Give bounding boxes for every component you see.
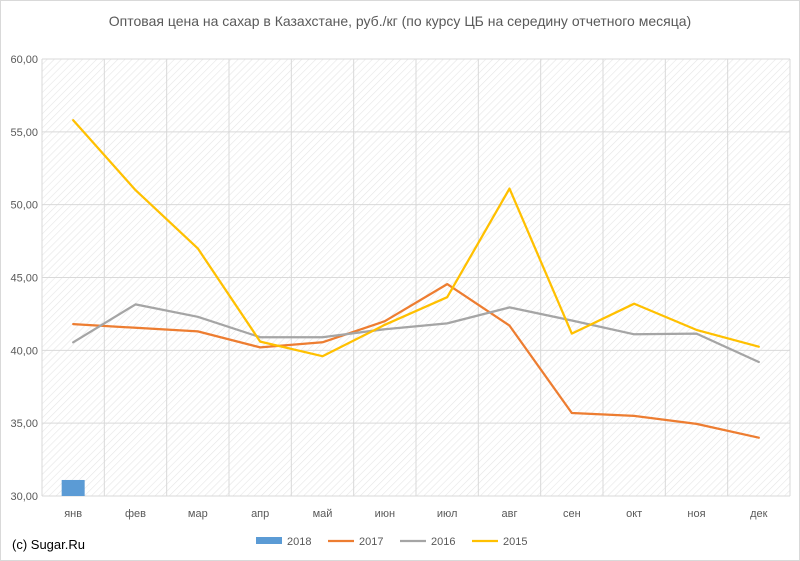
x-tick-label: сен	[563, 508, 581, 520]
chart-title: Оптовая цена на сахар в Казахстане, руб.…	[108, 13, 692, 29]
y-tick-label: 55,00	[10, 127, 38, 139]
x-tick-label: авг	[502, 508, 518, 520]
x-tick-label: июн	[375, 508, 395, 520]
x-tick-label: мар	[188, 508, 208, 520]
bar-series	[61, 479, 85, 496]
gridlines	[41, 58, 791, 497]
bar-2018	[61, 479, 85, 496]
series-line-2017	[72, 282, 760, 439]
x-tick-label: фев	[125, 508, 146, 520]
series-line-2015	[72, 119, 760, 358]
x-tick-label: ноя	[687, 508, 705, 520]
x-tick-label: июл	[437, 508, 458, 520]
legend-label-2018: 2018	[287, 536, 311, 548]
legend: 2018 2017 2016 2015	[256, 536, 527, 548]
legend-label-2017: 2017	[359, 536, 383, 548]
y-tick-label: 50,00	[10, 200, 38, 212]
line-series	[72, 119, 760, 439]
y-tick-label: 45,00	[10, 273, 38, 285]
x-tick-label: окт	[626, 508, 642, 520]
y-tick-label: 40,00	[10, 345, 38, 357]
y-tick-label: 30,00	[10, 491, 38, 503]
credit-text: (c) Sugar.Ru	[12, 537, 85, 552]
x-tick-label: янв	[64, 508, 82, 520]
series-line-2016	[72, 303, 760, 364]
x-axis-ticks: янв фев мар апр май июн июл авг сен окт ноя дек	[64, 508, 767, 520]
legend-label-2015: 2015	[503, 536, 527, 548]
x-tick-label: дек	[750, 508, 768, 520]
y-tick-label: 35,00	[10, 418, 38, 430]
y-tick-label: 60,00	[10, 54, 38, 66]
legend-label-2016: 2016	[431, 536, 455, 548]
legend-swatch-2018	[256, 537, 282, 544]
x-tick-label: май	[313, 508, 333, 520]
x-tick-label: апр	[251, 508, 269, 520]
y-axis-ticks: 30,00 35,00 40,00 45,00 50,00 55,00 60,00	[10, 54, 38, 503]
